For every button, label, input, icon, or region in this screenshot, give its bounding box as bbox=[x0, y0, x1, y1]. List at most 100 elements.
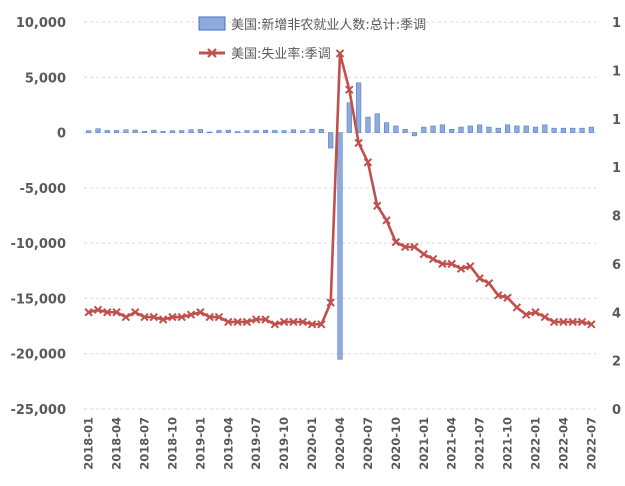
x-tick-label: 2018-07 bbox=[138, 417, 152, 470]
bar bbox=[588, 126, 594, 133]
bar bbox=[365, 116, 371, 133]
left-tick-label: -5,000 bbox=[19, 182, 66, 197]
x-tick-label: 2019-04 bbox=[221, 417, 235, 470]
bar bbox=[402, 129, 408, 133]
line-point-marker bbox=[186, 310, 196, 319]
line-point-marker bbox=[373, 201, 382, 211]
right-axis: 1 1 1 1 8 6 4 2 0 bbox=[612, 16, 621, 418]
bar bbox=[207, 131, 213, 133]
x-tick-label: 2020-10 bbox=[389, 417, 403, 470]
line-point-marker bbox=[252, 315, 261, 324]
bar bbox=[290, 129, 297, 133]
bar bbox=[551, 127, 557, 133]
bar bbox=[542, 124, 548, 133]
right-tick-label: 1 bbox=[612, 16, 621, 31]
legend: 美国:新增非农就业人数:总计:季调 美国:失业率:季调 bbox=[198, 16, 426, 62]
bar bbox=[309, 128, 315, 133]
bar bbox=[253, 130, 259, 133]
left-tick-label: -20,000 bbox=[10, 348, 66, 363]
line-point-marker bbox=[484, 279, 494, 288]
bar bbox=[160, 131, 166, 133]
line-point-marker bbox=[121, 312, 131, 322]
line-point-marker bbox=[382, 216, 391, 225]
line-point-marker bbox=[326, 298, 335, 307]
line-point-marker bbox=[363, 158, 373, 167]
bar bbox=[523, 125, 529, 133]
line-point-marker bbox=[549, 317, 559, 327]
bar bbox=[346, 102, 352, 133]
right-tick-label: 1 bbox=[612, 113, 621, 128]
bar bbox=[188, 129, 194, 133]
legend-line-marker bbox=[207, 48, 217, 58]
legend-line-label: 美国:失业率:季调 bbox=[231, 46, 331, 62]
line-point-marker bbox=[84, 308, 93, 317]
bar bbox=[328, 132, 334, 149]
bar bbox=[579, 127, 585, 133]
bar bbox=[532, 126, 539, 133]
bar bbox=[449, 129, 455, 133]
x-tick-label: 2022-01 bbox=[528, 417, 542, 470]
x-tick-label: 2019-07 bbox=[249, 417, 263, 470]
bar bbox=[104, 130, 110, 133]
line-point-marker bbox=[233, 317, 242, 327]
line-point-marker bbox=[540, 312, 550, 322]
left-tick-label: 5,000 bbox=[25, 71, 66, 86]
left-tick-label: 0 bbox=[57, 127, 66, 142]
bar bbox=[123, 129, 129, 133]
line-point-marker bbox=[438, 259, 447, 269]
right-tick-label: 8 bbox=[612, 210, 621, 225]
x-tick-label: 2018-10 bbox=[165, 417, 179, 470]
bar bbox=[244, 130, 250, 133]
bar bbox=[337, 132, 343, 360]
line-point-marker bbox=[168, 312, 177, 322]
line-point-marker bbox=[149, 312, 159, 322]
bar bbox=[430, 125, 436, 133]
line-point-marker bbox=[512, 303, 522, 312]
line-point-marker bbox=[196, 308, 205, 317]
line-point-marker bbox=[335, 49, 345, 58]
bar bbox=[114, 130, 120, 133]
bar bbox=[486, 126, 492, 133]
bar bbox=[374, 113, 380, 133]
bar bbox=[570, 127, 576, 133]
left-tick-label: 10,000 bbox=[16, 16, 66, 31]
line-point-marker bbox=[447, 259, 456, 269]
x-tick-label: 2019-10 bbox=[277, 417, 291, 470]
x-axis: 2018-01 2018-04 2018-07 2018-10 2019-01 2019-… bbox=[82, 417, 599, 470]
line-point-marker bbox=[475, 274, 484, 283]
bar bbox=[318, 129, 324, 133]
bar bbox=[439, 124, 445, 133]
line-point-marker bbox=[428, 254, 438, 264]
bar bbox=[411, 132, 418, 137]
bar bbox=[225, 129, 231, 133]
line-series bbox=[84, 49, 596, 329]
bar bbox=[281, 130, 287, 133]
x-tick-label: 2021-10 bbox=[501, 417, 515, 470]
line-point-marker bbox=[205, 312, 214, 322]
line-point-marker bbox=[466, 262, 475, 271]
legend-bar-label: 美国:新增非农就业人数:总计:季调 bbox=[231, 17, 426, 33]
bar bbox=[132, 129, 138, 133]
line-point-marker bbox=[177, 312, 186, 322]
x-tick-label: 2022-04 bbox=[556, 417, 570, 470]
line-point-marker bbox=[521, 310, 531, 319]
line-point-marker bbox=[354, 138, 363, 148]
line-point-marker bbox=[112, 308, 121, 317]
bar bbox=[504, 124, 511, 133]
line-point-marker bbox=[503, 293, 512, 302]
bar bbox=[393, 125, 399, 133]
line-point-marker bbox=[307, 320, 317, 329]
bar bbox=[477, 124, 483, 133]
line-point-marker bbox=[410, 242, 419, 252]
line-point-marker bbox=[559, 317, 568, 327]
line-point-marker bbox=[289, 317, 298, 327]
bar bbox=[169, 130, 176, 133]
line-point-marker bbox=[224, 317, 233, 327]
line-point-marker bbox=[158, 315, 168, 324]
right-tick-label: 1 bbox=[612, 64, 621, 79]
bar bbox=[421, 126, 427, 133]
line-point-marker bbox=[494, 291, 503, 300]
line-point-marker bbox=[568, 317, 577, 327]
